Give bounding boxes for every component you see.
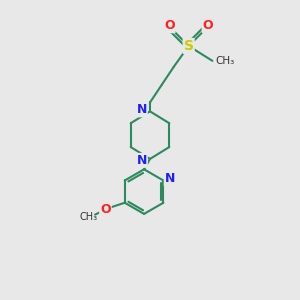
Text: O: O [164, 19, 175, 32]
Text: N: N [136, 154, 147, 167]
Text: S: S [184, 39, 194, 53]
Text: N: N [136, 103, 147, 116]
Text: N: N [165, 172, 175, 185]
Text: CH₃: CH₃ [80, 212, 98, 222]
Text: O: O [202, 19, 213, 32]
Text: CH₃: CH₃ [215, 56, 235, 66]
Text: O: O [100, 203, 111, 216]
